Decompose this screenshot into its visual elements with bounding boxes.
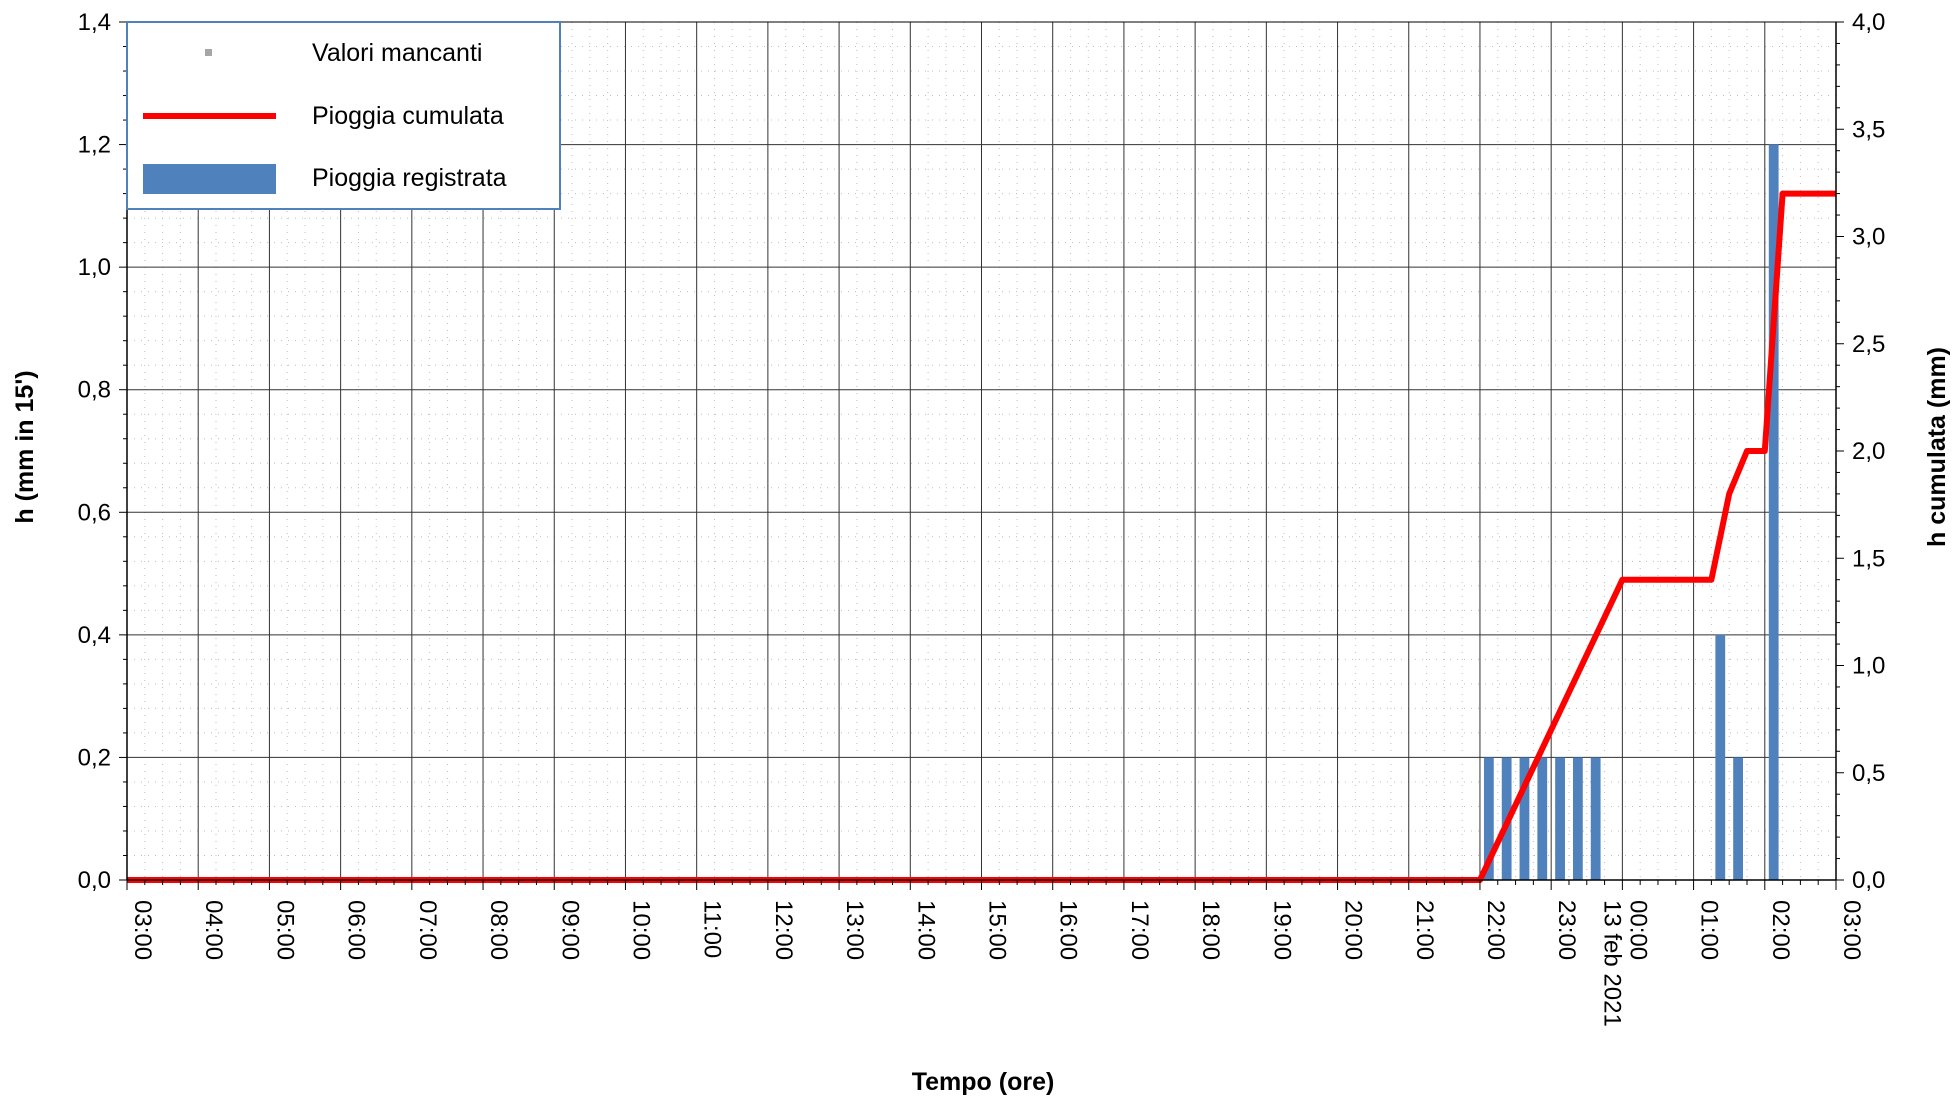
x-tick-label: 10:00 [627,900,654,960]
y-right-tick-label: 0,5 [1852,760,1885,787]
y-left-tick-label: 0,2 [78,744,111,771]
x-tick-label: 04:00 [200,900,227,960]
y-left-tick-label: 0,8 [78,377,111,404]
y-left-tick-label: 0,4 [78,622,111,649]
y-left-tick-label: 1,0 [78,254,111,281]
x-tick-label: 23:00 [1553,900,1580,960]
rain-bar [1555,757,1565,880]
legend-label-cumulative: Pioggia cumulata [312,102,504,130]
y-right-tick-label: 3,0 [1852,224,1885,251]
x-tick-label: 03:00 [129,900,156,960]
rain-bar [1572,757,1583,880]
y-right-tick-label: 2,0 [1852,438,1885,465]
line-series [127,190,1836,883]
x-tick-label: 03:00 [1838,900,1865,960]
y-left-tick-label: 1,4 [78,9,111,36]
y-right-tick-label: 4,0 [1852,9,1885,36]
y-left-tick-label: 0,0 [78,867,111,894]
x-tick-label: 17:00 [1126,900,1153,960]
x-tick-label: 09:00 [556,900,583,960]
x-tick-label: 19:00 [1268,900,1295,960]
x-axis-title: Tempo (ore) [912,1068,1055,1096]
tick-labels: 03:00 04:00 05:00 06:00 07:00 08:00 09:00 10:00… [78,9,1886,1027]
axis-titles: Tempo (ore) h (mm in 15') h cumulata (mm… [11,347,1951,1096]
x-tick-label: 13:00 [841,900,868,960]
legend-label-missing: Valori mancanti [312,39,482,67]
x-tick-label: 16:00 [1055,900,1082,960]
y-right-tick-label: 2,5 [1852,331,1885,358]
x-tick-label: 12:00 [770,900,797,960]
y-right-tick-label: 1,5 [1852,545,1885,572]
y-left-tick-label: 0,6 [78,499,111,526]
x-tick-label: 20:00 [1340,900,1367,960]
y-right-tick-label: 3,5 [1852,116,1885,143]
legend: Valori mancanti Pioggia cumulata Pioggia… [126,21,561,210]
legend-bar-recorded [143,164,276,194]
y-right-tick-label: 1,0 [1852,653,1885,680]
rain-bar [1519,757,1530,880]
rain-bar [1768,144,1779,881]
legend-label-recorded: Pioggia registrata [312,164,507,192]
x-tick-label: 07:00 [414,900,441,960]
legend-marker-missing [205,49,212,56]
x-tick-label: 02:00 [1767,900,1794,960]
rain-bar [1537,757,1548,880]
x-tick-label: 18:00 [1197,900,1224,960]
x-tick-label: 22:00 [1482,900,1509,960]
x-tick-label: 11:00 [699,900,726,958]
rain-bar [1715,634,1726,880]
x-tick-label: 21:00 [1411,900,1438,960]
y-left-tick-label: 1,2 [78,132,111,159]
date-label: 13 feb 2021 [1598,900,1625,1027]
x-tick-label: 01:00 [1696,900,1723,960]
x-tick-label: 00:00 [1624,900,1651,960]
y-right-tick-label: 0,0 [1852,867,1885,894]
y-axis-left-title: h (mm in 15') [11,370,39,523]
x-tick-label: 06:00 [343,900,370,960]
x-tick-label: 15:00 [984,900,1011,960]
rain-bar [1733,757,1743,880]
x-tick-label: 08:00 [485,900,512,960]
x-tick-label: 05:00 [271,900,298,960]
cumulative-rain-line [127,190,1836,883]
rain-bar [1590,757,1601,880]
x-tick-label: 14:00 [912,900,939,960]
rain-bar [1483,757,1494,880]
y-axis-right-title: h cumulata (mm) [1923,347,1951,547]
